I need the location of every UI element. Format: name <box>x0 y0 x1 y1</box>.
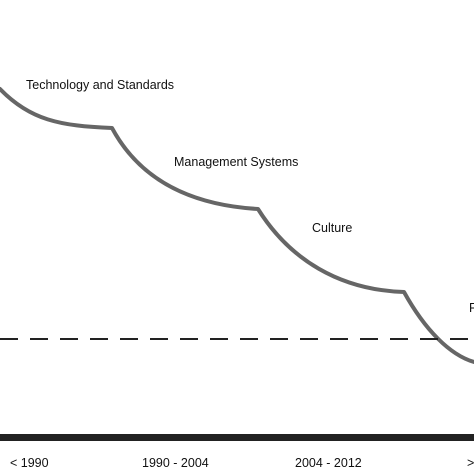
period-label-1: < 1990 <box>10 456 49 470</box>
decline-curve <box>0 87 474 364</box>
period-label-3: 2004 - 2012 <box>295 456 362 470</box>
period-label-4: > <box>467 456 474 470</box>
period-label-2: 1990 - 2004 <box>142 456 209 470</box>
time-axis-bar <box>0 434 474 441</box>
stage-label-partial: R <box>469 301 474 315</box>
stage-label-technology: Technology and Standards <box>26 78 174 92</box>
stage-label-management: Management Systems <box>174 155 298 169</box>
stage-label-culture: Culture <box>312 221 352 235</box>
